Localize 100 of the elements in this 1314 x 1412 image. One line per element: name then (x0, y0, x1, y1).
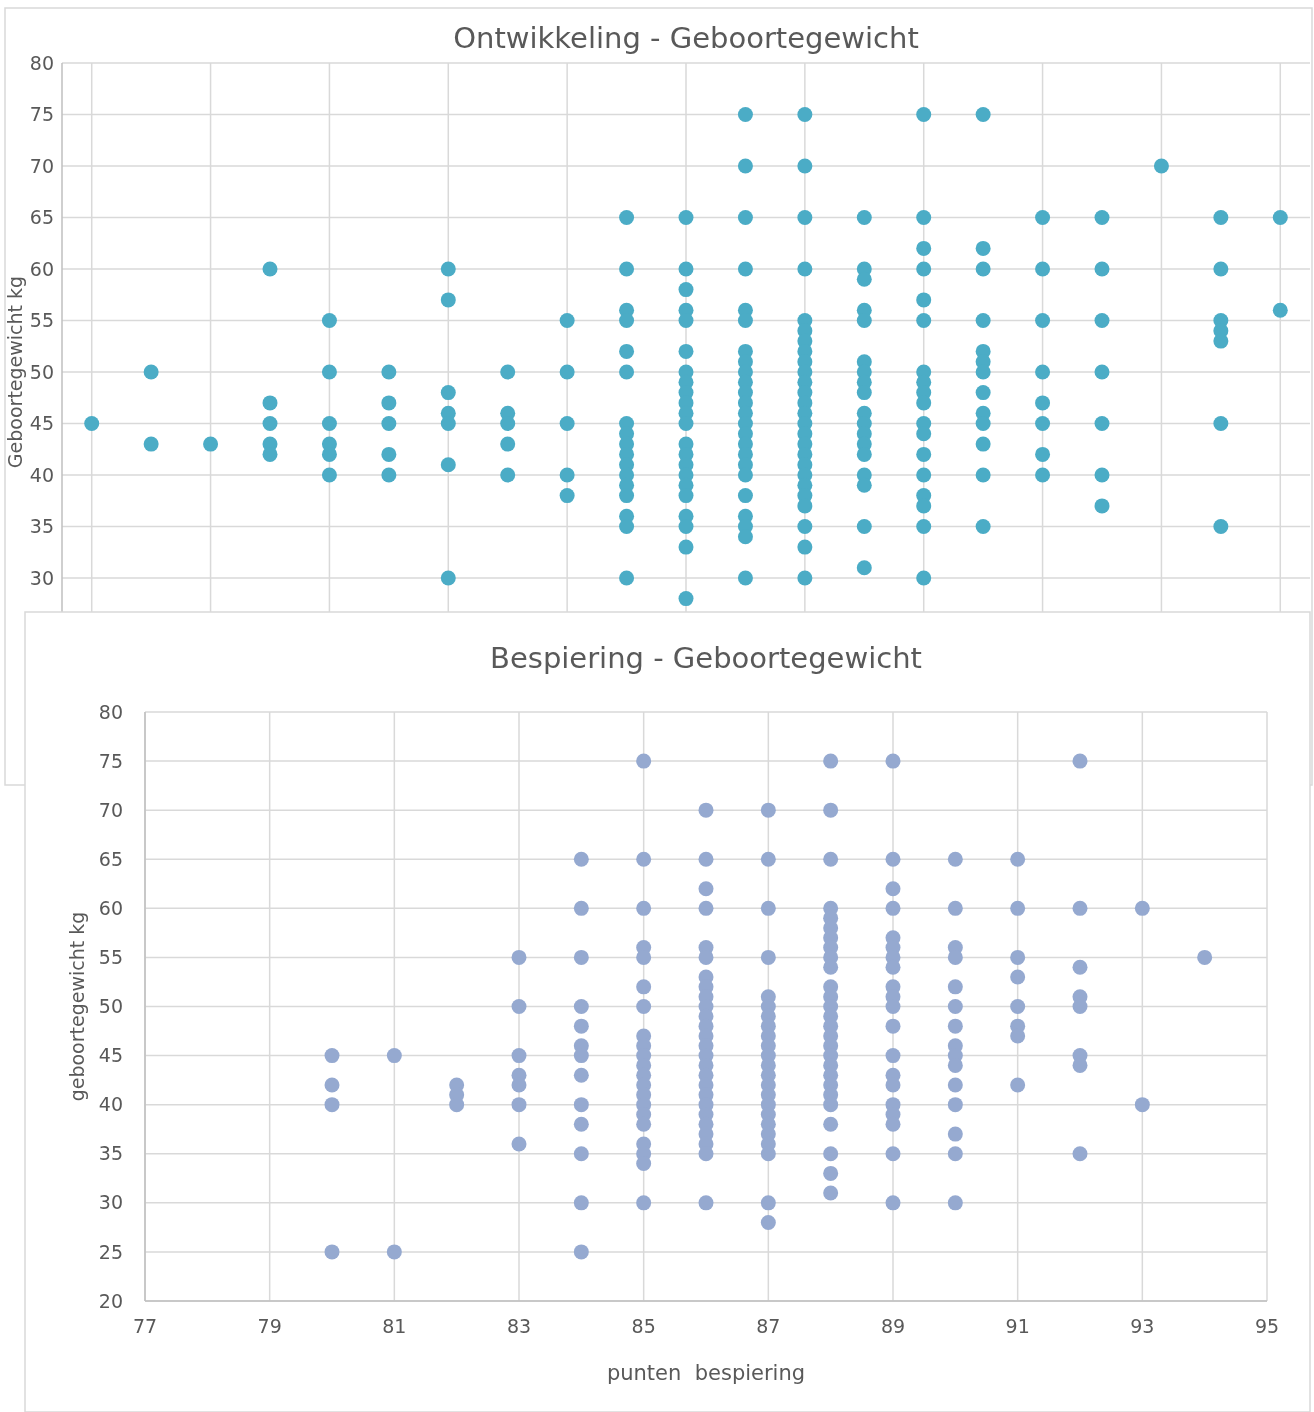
x-tick-label: 95 (1254, 1315, 1280, 1337)
y-tick-label: 30 (29, 566, 54, 589)
point (797, 498, 813, 514)
point (916, 446, 932, 462)
y-tick-label: 50 (29, 360, 54, 383)
y-tick-label: 20 (98, 1289, 123, 1312)
point (916, 313, 932, 328)
point (916, 210, 932, 225)
point (1153, 158, 1169, 174)
point (916, 498, 932, 514)
point (1272, 302, 1288, 318)
point (381, 395, 397, 411)
y-tick-label: 45 (29, 412, 54, 435)
y-tick-label: 40 (98, 1093, 123, 1116)
point (381, 446, 397, 462)
y-tick-label: 70 (98, 798, 123, 821)
y-tick-label: 80 (98, 700, 123, 723)
x-tick-label: 91 (1005, 1315, 1030, 1337)
point (797, 519, 813, 534)
point (975, 313, 991, 328)
point (797, 158, 813, 174)
point (678, 539, 694, 555)
point (797, 539, 813, 555)
point (797, 107, 813, 122)
point (916, 519, 932, 534)
y-tick-label: 55 (98, 946, 123, 969)
chart-title: Ontwikkeling - Geboortegewicht (453, 21, 919, 55)
point (975, 107, 991, 122)
point (559, 416, 575, 431)
point (678, 416, 694, 431)
point (678, 488, 694, 504)
y-tick-label: 75 (29, 103, 54, 126)
x-tick-label: 79 (257, 1315, 282, 1337)
point (1094, 416, 1110, 431)
point (1035, 416, 1051, 431)
point (975, 436, 991, 452)
y-tick-label: 80 (29, 51, 54, 74)
point (262, 261, 278, 277)
point (440, 261, 456, 277)
point (440, 416, 456, 431)
x-tick-label: 93 (1130, 1315, 1155, 1337)
point (440, 570, 456, 586)
point (737, 529, 753, 545)
point (619, 364, 635, 380)
y-tick-label: 60 (29, 257, 54, 280)
point (678, 210, 694, 225)
point (737, 313, 753, 328)
point (559, 467, 575, 483)
point (262, 416, 278, 431)
point (1213, 416, 1229, 431)
point (856, 313, 872, 328)
point (619, 343, 635, 359)
point (381, 364, 397, 380)
y-tick-label: 45 (98, 1044, 123, 1067)
point (737, 210, 753, 225)
point (797, 570, 813, 586)
point (797, 261, 813, 277)
x-tick-label: 77 (132, 1315, 158, 1337)
point (797, 210, 813, 225)
point (619, 261, 635, 277)
y-axis-title: Geboortegewicht kg (4, 275, 26, 469)
point (678, 591, 694, 607)
point (1035, 364, 1051, 380)
point (84, 416, 100, 431)
point (1094, 498, 1110, 514)
point (203, 436, 219, 452)
point (559, 488, 575, 504)
y-tick-label: 35 (98, 1142, 123, 1165)
point (262, 395, 278, 411)
y-tick-label: 35 (29, 515, 54, 538)
point (975, 416, 991, 431)
point (619, 210, 635, 225)
point (916, 426, 932, 442)
point (856, 519, 872, 534)
point (975, 385, 991, 401)
x-tick-label: 87 (756, 1315, 781, 1337)
y-axis-title: geboortegewicht kg (66, 911, 88, 1102)
y-tick-label: 55 (29, 309, 54, 332)
point (916, 467, 932, 483)
point (975, 240, 991, 256)
point (500, 436, 516, 452)
point (975, 519, 991, 534)
point (559, 313, 575, 328)
point (975, 364, 991, 380)
point (737, 158, 753, 174)
point (975, 261, 991, 277)
y-tick-label: 50 (98, 995, 123, 1018)
y-tick-label: 65 (98, 847, 123, 870)
point (856, 210, 872, 225)
point (1094, 261, 1110, 277)
point (143, 364, 159, 380)
y-tick-label: 60 (98, 896, 123, 919)
point (321, 364, 337, 380)
point (500, 467, 516, 483)
point (678, 261, 694, 277)
point (916, 107, 932, 122)
point (1035, 210, 1051, 225)
point (381, 467, 397, 483)
point (1035, 395, 1051, 411)
point (916, 261, 932, 277)
